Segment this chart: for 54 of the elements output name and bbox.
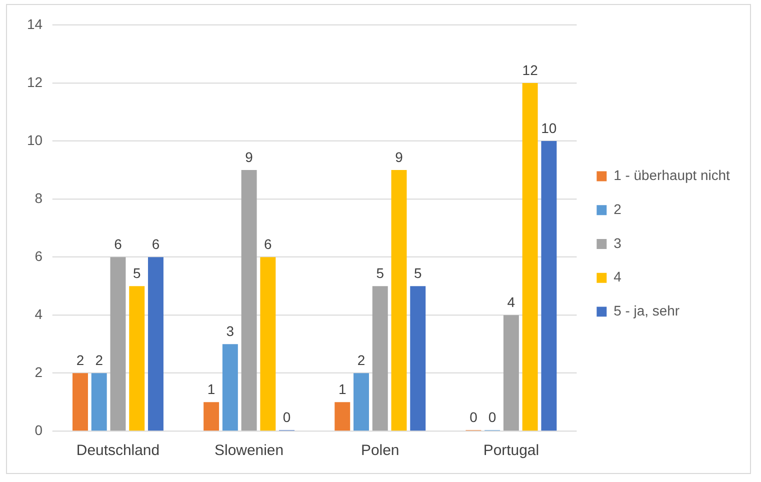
x-tick-label: Slowenien <box>214 442 284 460</box>
legend-label: 5 - ja, sehr <box>614 302 680 319</box>
bar <box>410 286 426 431</box>
data-label: 1 <box>207 381 216 398</box>
data-label: 5 <box>414 264 422 281</box>
bar <box>503 315 519 431</box>
y-tick-label: 14 <box>26 16 43 32</box>
y-tick-label: 6 <box>34 248 43 264</box>
data-label: 6 <box>152 236 160 252</box>
data-label: 3 <box>226 323 234 340</box>
y-tick-label: 10 <box>26 132 43 148</box>
legend-label: 2 <box>614 200 622 217</box>
data-label: 0 <box>488 409 496 426</box>
x-tick-label: Deutschland <box>76 442 160 460</box>
bar <box>372 286 388 431</box>
bar <box>391 170 407 431</box>
x-tick-label: Polen <box>360 442 400 460</box>
bar <box>260 257 276 431</box>
data-label: 6 <box>264 236 272 252</box>
bar <box>241 170 257 431</box>
data-label: 9 <box>395 148 404 165</box>
bar <box>72 373 88 431</box>
bar <box>334 402 350 431</box>
bar <box>222 344 238 431</box>
data-label: 4 <box>507 294 516 310</box>
y-tick-label: 2 <box>34 364 43 380</box>
y-tick-label: 4 <box>34 306 43 322</box>
data-label: 0 <box>282 409 291 426</box>
bar <box>148 257 164 431</box>
legend-label: 4 <box>614 268 622 285</box>
bar <box>204 402 220 431</box>
bar <box>110 257 126 431</box>
data-label: 1 <box>338 381 346 398</box>
bar <box>91 373 107 431</box>
data-label: 5 <box>132 264 141 281</box>
legend-label: 1 - überhaupt nicht <box>614 167 730 184</box>
data-label: 0 <box>470 409 478 426</box>
bar <box>354 373 369 431</box>
x-tick-label: Portugal <box>483 442 540 460</box>
bar <box>129 286 145 431</box>
y-tick-label: 12 <box>26 74 43 90</box>
bar <box>522 82 538 431</box>
y-tick-label: 8 <box>34 190 43 206</box>
data-label: 2 <box>95 352 104 368</box>
data-label: 12 <box>522 62 538 78</box>
legend-label: 3 <box>614 234 622 251</box>
bar <box>541 140 557 431</box>
data-label: 2 <box>76 352 84 368</box>
data-label: 10 <box>541 120 557 136</box>
y-tick-label: 0 <box>34 422 43 438</box>
data-label: 9 <box>245 148 254 165</box>
data-label: 6 <box>114 236 122 252</box>
data-label: 2 <box>357 352 366 368</box>
data-label: 5 <box>376 264 384 281</box>
